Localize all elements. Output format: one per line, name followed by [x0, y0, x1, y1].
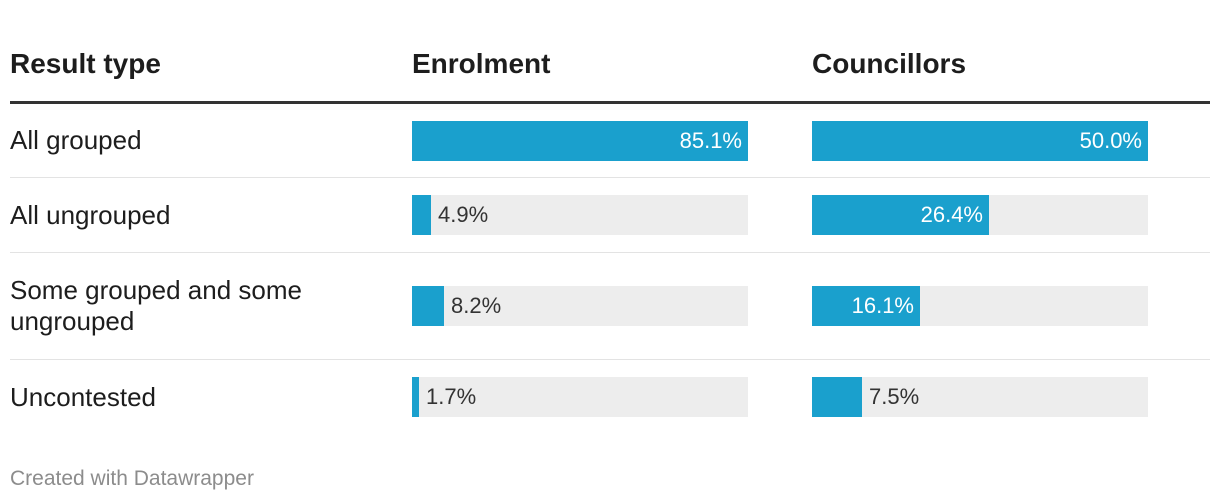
enrolment-bar-track: 1.7% [412, 377, 748, 417]
councillors-bar-track: 50.0% [812, 121, 1148, 161]
enrolment-bar [412, 286, 444, 326]
table-row: All grouped 85.1% 50.0% [10, 104, 1210, 178]
column-header-councillors: Councillors [812, 48, 967, 79]
row-label: All ungrouped [10, 200, 171, 230]
enrolment-bar-track: 8.2% [412, 286, 748, 326]
enrolment-value-label: 8.2% [451, 293, 502, 318]
enrolment-value-label: 1.7% [426, 384, 477, 409]
enrolment-value-label: 4.9% [438, 202, 489, 227]
enrolment-bar-track: 85.1% [412, 121, 748, 161]
councillors-bar [812, 121, 1148, 161]
table-row: Uncontested 1.7% 7.5% [10, 360, 1210, 434]
datawrapper-credit: Created with Datawrapper [10, 467, 254, 490]
table-row: Some grouped and some ungrouped 8.2% 16.1% [10, 253, 1210, 360]
row-label: All grouped [10, 125, 142, 155]
enrolment-bar [412, 121, 748, 161]
councillors-bar-track: 7.5% [812, 377, 1148, 417]
enrolment-bar [412, 195, 431, 235]
councillors-value-label: 7.5% [869, 384, 920, 409]
councillors-bar-track: 16.1% [812, 286, 1148, 326]
results-table: Result type Enrolment Councillors All gr… [10, 40, 1210, 434]
councillors-bar [812, 195, 989, 235]
table-header: Result type Enrolment Councillors [10, 40, 1210, 104]
councillors-bar-track: 26.4% [812, 195, 1148, 235]
enrolment-value-label: 85.1% [679, 128, 742, 153]
councillors-value-label: 26.4% [920, 202, 983, 227]
row-label: Uncontested [10, 382, 156, 412]
enrolment-bar-track: 4.9% [412, 195, 748, 235]
row-label: Some grouped and some ungrouped [10, 275, 302, 336]
councillors-bar [812, 286, 920, 326]
councillors-value-label: 50.0% [1079, 128, 1142, 153]
councillors-value-label: 16.1% [851, 293, 914, 318]
table-body: All grouped 85.1% 50.0% All ungrouped 4.9% 26… [10, 104, 1210, 434]
table-row: All ungrouped 4.9% 26.4% [10, 178, 1210, 253]
column-header-enrolment: Enrolment [412, 48, 551, 79]
enrolment-bar [412, 377, 419, 417]
column-header-result-type: Result type [10, 48, 161, 79]
councillors-bar [812, 377, 862, 417]
